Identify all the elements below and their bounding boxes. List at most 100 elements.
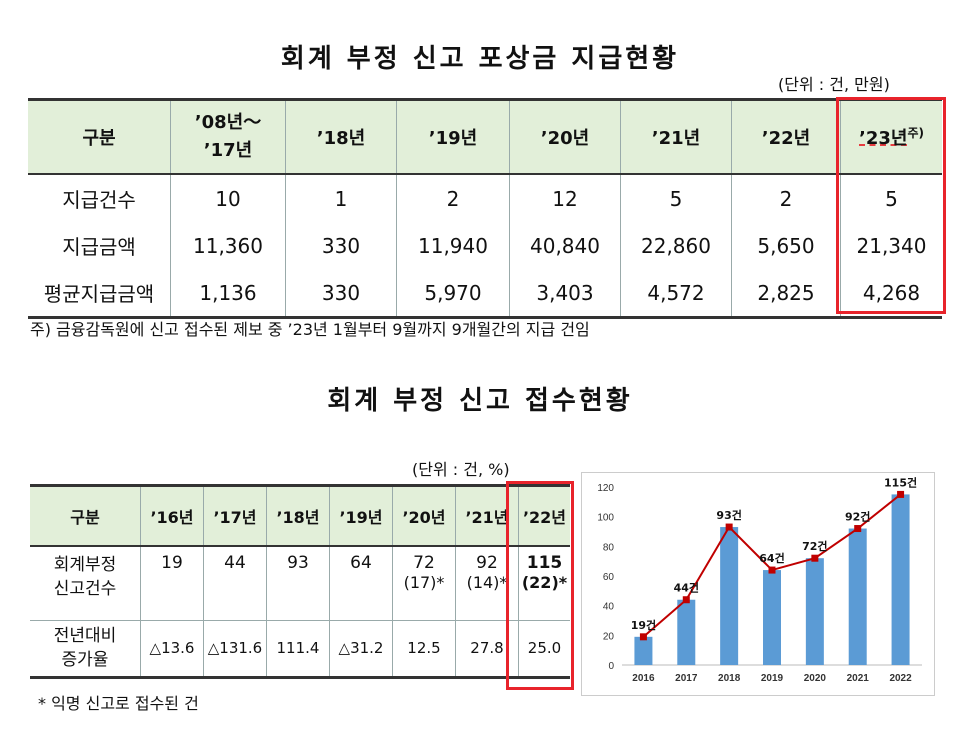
header-18: ’18년 [266, 484, 330, 547]
table-cell: 27.8 [455, 620, 519, 679]
table-cell: 22,860 [620, 222, 732, 269]
table-cell: 5 [885, 186, 898, 211]
y-tick-label: 120 [597, 483, 614, 494]
data-label: 115건 [884, 475, 917, 489]
header-20: ’20년 [392, 484, 456, 547]
table-cell: 1 [285, 174, 397, 222]
y-tick-label: 60 [603, 572, 615, 583]
x-tick-label: 2020 [804, 673, 827, 684]
table-cell: 4,268 [840, 269, 942, 319]
bar [848, 528, 867, 665]
table-cell: 4,572 [620, 269, 732, 319]
y-tick-label: 20 [603, 631, 615, 642]
header-category: 구분 [28, 98, 171, 175]
row-label-amount: 지급금액 [28, 222, 171, 269]
x-tick-label: 2017 [675, 673, 698, 684]
header-18: ’18년 [285, 98, 397, 175]
table-cell: △31.2 [329, 620, 393, 679]
row-label-average: 평균지급금액 [28, 269, 171, 319]
line-marker [768, 566, 776, 574]
title-report-status: 회계 부정 신고 접수현황 [327, 386, 633, 416]
table-cell: 111.4 [266, 620, 330, 679]
table-cell: 5,970 [396, 269, 510, 319]
bar [720, 527, 739, 665]
header-22: ’22년 [518, 484, 570, 547]
header-19: ’19년 [329, 484, 393, 547]
table-cell: 12.5 [392, 620, 456, 679]
table-cell: 19 [140, 546, 204, 621]
table-cell: 40,840 [509, 222, 621, 269]
header-category: 구분 [30, 484, 141, 547]
unit-label-1: (단위 : 건, 만원) [778, 75, 890, 94]
table-cell: 2 [731, 174, 841, 222]
table-cell: 25.0 [518, 620, 570, 679]
footnote-2: * 익명 신고로 접수된 건 [38, 694, 199, 713]
table-cell: 3,403 [509, 269, 621, 319]
table-cell: 64 [329, 546, 393, 621]
table-cell: △131.6 [203, 620, 267, 679]
line-marker [725, 523, 733, 531]
table-cell: △13.6 [140, 620, 204, 679]
table-cell: 92 (14)* [455, 546, 519, 621]
data-label: 44건 [674, 581, 699, 595]
row-label-reports: 회계부정 신고건수 [30, 546, 141, 621]
header-08-17: ’08년～ ’17년 [170, 98, 286, 175]
data-label: 93건 [716, 508, 741, 522]
table-cell: 44 [203, 546, 267, 621]
table-cell: 330 [285, 222, 397, 269]
table-cell: 93 [266, 546, 330, 621]
table-cell: 72 (17)* [392, 546, 456, 621]
header-21: ’21년 [620, 98, 732, 175]
bar [891, 494, 910, 665]
table-cell: 2,825 [731, 269, 841, 319]
table-cell: 1,136 [170, 269, 286, 319]
header-17: ’17년 [203, 484, 267, 547]
report-chart: 0 20 40 60 80 100 120 2016 2017 2018 2019 2020 2021 2… [581, 472, 935, 696]
y-tick-label: 100 [597, 513, 614, 524]
data-label: 92건 [845, 510, 870, 524]
table-cell: 5 [620, 174, 732, 222]
table-cell: 21,340 [856, 233, 927, 258]
table-cell: 330 [285, 269, 397, 319]
row-label-growth: 전년대비 증가율 [30, 620, 141, 679]
report-table: 구분 ’16년 ’17년 ’18년 ’19년 ’20년 ’21년 ’22년 회계… [30, 484, 570, 679]
table-cell: 115 (22)* [521, 553, 568, 592]
table-cell: 11,360 [170, 222, 286, 269]
line-marker [811, 554, 819, 562]
bar [634, 636, 653, 665]
header-20: ’20년 [509, 98, 621, 175]
row-label-count: 지급건수 [28, 174, 171, 222]
line-marker [682, 596, 690, 604]
header-22: ’22년 [731, 98, 841, 175]
table-cell: 2 [396, 174, 510, 222]
data-label: 72건 [802, 539, 827, 553]
x-tick-label: 2022 [889, 673, 912, 684]
x-tick-label: 2019 [761, 673, 784, 684]
x-tick-label: 2016 [632, 673, 655, 684]
line-marker [854, 525, 862, 533]
table-cell: 11,940 [396, 222, 510, 269]
y-tick-label: 40 [603, 602, 615, 613]
bar [805, 558, 824, 665]
data-label: 64건 [759, 551, 784, 565]
bar [763, 570, 781, 665]
y-tick-label: 80 [603, 542, 615, 553]
x-tick-label: 2021 [847, 673, 870, 684]
title-payment-status: 회계 부정 신고 포상금 지급현황 [280, 44, 680, 74]
line-marker [897, 490, 905, 498]
table-cell: 5,650 [731, 222, 841, 269]
header-16: ’16년 [140, 484, 204, 547]
bar [677, 599, 696, 665]
footnote-mark: 주) [907, 126, 924, 140]
payment-table: 구분 ’08년～ ’17년 ’18년 ’19년 ’20년 ’21년 ’22년 ’… [28, 98, 942, 319]
unit-label-2: (단위 : 건, %) [412, 460, 510, 479]
table-cell: 12 [509, 174, 621, 222]
header-21: ’21년 [455, 484, 519, 547]
header-19: ’19년 [396, 98, 510, 175]
footnote-1: 주) 금융감독원에 신고 접수된 제보 중 ’23년 1월부터 9월까지 9개월… [30, 320, 590, 339]
table-cell: 10 [170, 174, 286, 222]
header-23: ’23년주) [840, 98, 942, 175]
data-label: 19건 [631, 618, 656, 632]
line-marker [639, 633, 647, 641]
x-tick-label: 2018 [718, 673, 741, 684]
